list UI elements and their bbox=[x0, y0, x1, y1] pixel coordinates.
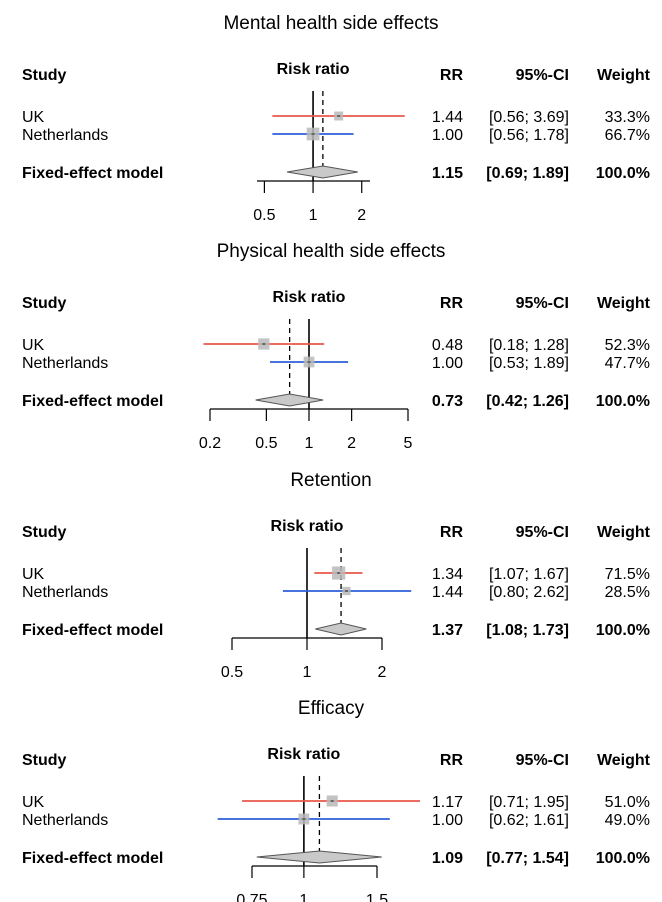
panel-title: Efficacy bbox=[298, 698, 365, 719]
study-weight: 51.0% bbox=[605, 794, 650, 811]
forest-panel: Efficacy Study Risk ratio RR 95%-CI Weight UK 1… bbox=[22, 698, 651, 902]
study-weight: 28.5% bbox=[605, 584, 650, 601]
study-rr: 1.17 bbox=[432, 794, 463, 811]
study-name: Netherlands bbox=[22, 584, 108, 601]
header-ci: 95%-CI bbox=[516, 295, 569, 312]
header-study: Study bbox=[22, 752, 67, 769]
x-tick-label: 0.5 bbox=[253, 207, 275, 224]
x-tick-label: 0.2 bbox=[199, 435, 221, 452]
study-weight: 66.7% bbox=[605, 127, 650, 144]
header-risk-ratio: Risk ratio bbox=[271, 518, 344, 535]
x-tick-label: 2 bbox=[378, 664, 387, 681]
study-name: UK bbox=[22, 337, 45, 354]
study-rr: 1.44 bbox=[432, 584, 463, 601]
x-tick-label: 1 bbox=[299, 892, 308, 902]
study-name: Netherlands bbox=[22, 355, 108, 372]
pooled-weight: 100.0% bbox=[596, 393, 650, 410]
study-name: Netherlands bbox=[22, 812, 108, 829]
pooled-ci: [1.08; 1.73] bbox=[486, 622, 569, 639]
header-rr: RR bbox=[440, 67, 464, 84]
study-ci: [0.80; 2.62] bbox=[489, 584, 569, 601]
study-weight: 71.5% bbox=[605, 566, 650, 583]
header-study: Study bbox=[22, 524, 67, 541]
header-risk-ratio: Risk ratio bbox=[267, 746, 340, 763]
pooled-rr: 0.73 bbox=[432, 393, 463, 410]
header-weight: Weight bbox=[597, 752, 651, 769]
x-tick-label: 0.5 bbox=[221, 664, 243, 681]
study-rr: 1.34 bbox=[432, 566, 463, 583]
pooled-weight: 100.0% bbox=[596, 165, 650, 182]
header-risk-ratio: Risk ratio bbox=[273, 289, 346, 306]
pooled-weight: 100.0% bbox=[596, 850, 650, 867]
pooled-ci: [0.77; 1.54] bbox=[486, 850, 569, 867]
pooled-rr: 1.15 bbox=[432, 165, 463, 182]
panel-title: Retention bbox=[290, 470, 371, 491]
study-rr: 1.00 bbox=[432, 355, 463, 372]
pooled-model-name: Fixed-effect model bbox=[22, 165, 163, 182]
pooled-model-name: Fixed-effect model bbox=[22, 850, 163, 867]
header-ci: 95%-CI bbox=[516, 752, 569, 769]
x-tick-label: 1.5 bbox=[366, 892, 388, 902]
study-rr: 1.00 bbox=[432, 812, 463, 829]
pooled-diamond bbox=[286, 165, 358, 179]
study-ci: [1.07; 1.67] bbox=[489, 566, 569, 583]
pooled-weight: 100.0% bbox=[596, 622, 650, 639]
header-weight: Weight bbox=[597, 295, 651, 312]
header-weight: Weight bbox=[597, 67, 651, 84]
x-tick-label: 1 bbox=[309, 207, 318, 224]
header-ci: 95%-CI bbox=[516, 524, 569, 541]
pooled-rr: 1.09 bbox=[432, 850, 463, 867]
pooled-diamond bbox=[315, 622, 367, 636]
x-tick-label: 1 bbox=[303, 664, 312, 681]
study-weight: 33.3% bbox=[605, 109, 650, 126]
pooled-model-name: Fixed-effect model bbox=[22, 622, 163, 639]
header-rr: RR bbox=[440, 524, 464, 541]
x-tick-label: 2 bbox=[357, 207, 366, 224]
study-weight: 47.7% bbox=[605, 355, 650, 372]
pooled-model-name: Fixed-effect model bbox=[22, 393, 163, 410]
forest-panel: Retention Study Risk ratio RR 95%-CI Weight UK… bbox=[22, 470, 651, 681]
pooled-rr: 1.37 bbox=[432, 622, 463, 639]
header-weight: Weight bbox=[597, 524, 651, 541]
x-tick-label: 1 bbox=[305, 435, 314, 452]
study-ci: [0.62; 1.61] bbox=[489, 812, 569, 829]
study-ci: [0.71; 1.95] bbox=[489, 794, 569, 811]
header-study: Study bbox=[22, 295, 67, 312]
header-rr: RR bbox=[440, 295, 464, 312]
header-rr: RR bbox=[440, 752, 464, 769]
header-ci: 95%-CI bbox=[516, 67, 569, 84]
x-tick-label: 2 bbox=[347, 435, 356, 452]
pooled-ci: [0.69; 1.89] bbox=[486, 165, 569, 182]
header-risk-ratio: Risk ratio bbox=[277, 61, 350, 78]
pooled-diamond bbox=[255, 393, 324, 407]
x-tick-label: 5 bbox=[404, 435, 413, 452]
panel-title: Mental health side effects bbox=[223, 13, 438, 34]
study-name: Netherlands bbox=[22, 127, 108, 144]
study-ci: [0.56; 1.78] bbox=[489, 127, 569, 144]
study-ci: [0.18; 1.28] bbox=[489, 337, 569, 354]
study-weight: 52.3% bbox=[605, 337, 650, 354]
study-rr: 1.44 bbox=[432, 109, 463, 126]
study-rr: 0.48 bbox=[432, 337, 463, 354]
forest-panel: Physical health side effects Study Risk ra… bbox=[22, 241, 651, 452]
pooled-diamond bbox=[256, 850, 382, 864]
study-rr: 1.00 bbox=[432, 127, 463, 144]
x-tick-label: 0.5 bbox=[255, 435, 277, 452]
header-study: Study bbox=[22, 67, 67, 84]
pooled-ci: [0.42; 1.26] bbox=[486, 393, 569, 410]
study-ci: [0.56; 3.69] bbox=[489, 109, 569, 126]
forest-panel: Mental health side effects Study Risk rati… bbox=[22, 13, 651, 224]
study-ci: [0.53; 1.89] bbox=[489, 355, 569, 372]
x-tick-label: 0.75 bbox=[236, 892, 267, 902]
study-name: UK bbox=[22, 566, 45, 583]
panel-title: Physical health side effects bbox=[217, 241, 446, 262]
study-name: UK bbox=[22, 109, 45, 126]
study-name: UK bbox=[22, 794, 45, 811]
study-weight: 49.0% bbox=[605, 812, 650, 829]
